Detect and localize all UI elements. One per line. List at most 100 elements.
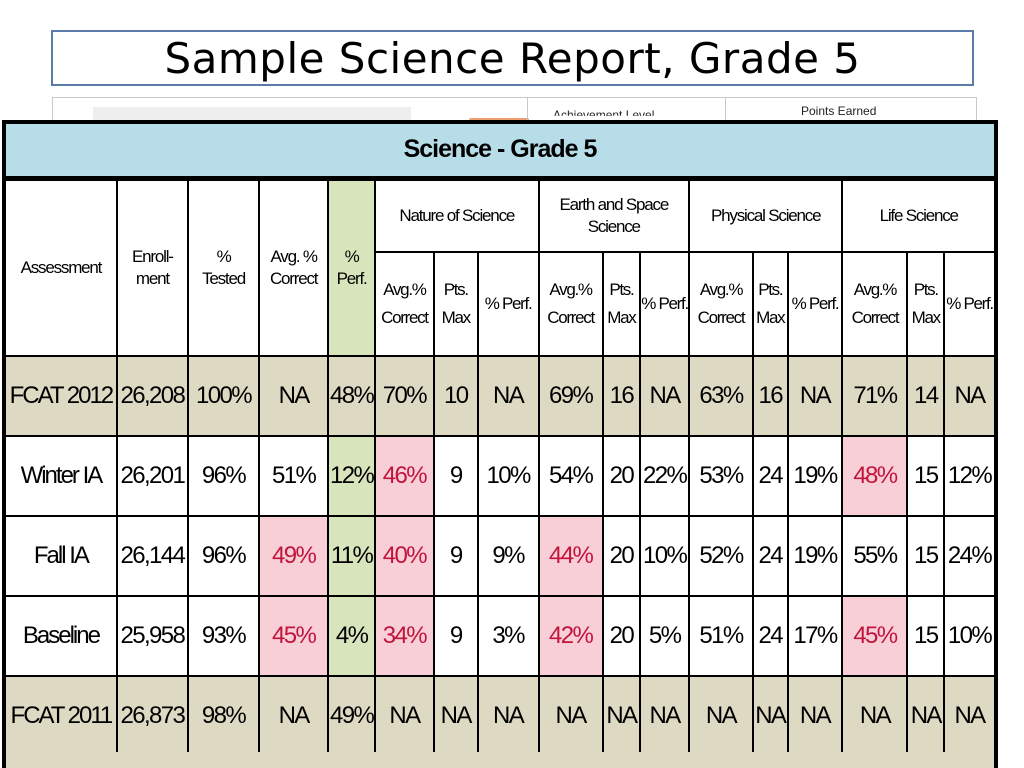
cell-perf: 49% — [327, 675, 376, 757]
cell-pts-max: 20 — [601, 515, 642, 597]
header-assessment: Assessment — [3, 177, 118, 357]
cell-pts-max: 16 — [752, 355, 789, 437]
cell-pts-max: 15 — [906, 435, 946, 517]
cell-avg-correct: 54% — [537, 435, 604, 517]
cell-pts-max: 20 — [601, 595, 642, 677]
cell-perf: 3% — [476, 595, 540, 677]
cell-enrollment: 26,144 — [115, 515, 189, 597]
cell-avg-correct: 34% — [373, 595, 435, 677]
cell-pts-max: 20 — [601, 435, 642, 517]
subheader-avg-correct: Avg.% Correct — [537, 251, 604, 357]
cell-assessment: Baseline — [3, 595, 118, 677]
subheader-pts-max: Pts. Max — [432, 251, 479, 357]
cell-pts-max: 10 — [432, 355, 479, 437]
cell-avg-correct: NA — [537, 675, 604, 757]
cell-pts-max: 24 — [752, 595, 789, 677]
cell-pts-max: NA — [601, 675, 642, 757]
cell-avg-correct: 53% — [687, 435, 755, 517]
cell-perf: 24% — [943, 515, 997, 597]
cell-enrollment: 26,201 — [115, 435, 189, 517]
cell-perf: NA — [476, 355, 540, 437]
cell-pts-max: 9 — [432, 435, 479, 517]
cell-perf: 10% — [639, 515, 690, 597]
group-life-science: Life Science — [841, 177, 997, 253]
cell-perf: 10% — [943, 595, 997, 677]
slide-title: Sample Science Report, Grade 5 — [164, 33, 861, 83]
cell-avg-correct: NA — [258, 675, 330, 757]
cell-tested: 100% — [186, 355, 261, 437]
cell-perf: 9% — [476, 515, 540, 597]
slide-title-box: Sample Science Report, Grade 5 — [51, 30, 974, 86]
cell-perf: 17% — [786, 595, 844, 677]
cell-pts-max: 24 — [752, 435, 789, 517]
cell-assessment: Fall IA — [3, 515, 118, 597]
cell-perf: NA — [943, 675, 997, 757]
cell-pts-max: 9 — [432, 595, 479, 677]
cell-avg-correct: 69% — [537, 355, 604, 437]
subheader-pts-max: Pts. Max — [601, 251, 642, 357]
cell-avg-correct: 51% — [258, 435, 330, 517]
cell-avg-correct: 51% — [687, 595, 755, 677]
cell-perf: 22% — [639, 435, 690, 517]
subheader-pts-max: Pts. Max — [906, 251, 946, 357]
subheader-perf: % Perf. — [639, 251, 690, 357]
cell-tested: 96% — [186, 515, 261, 597]
cell-perf: NA — [476, 675, 540, 757]
cell-perf: 5% — [639, 595, 690, 677]
group-earth-space-science: Earth and Space Science — [537, 177, 690, 253]
cell-perf: NA — [943, 355, 997, 437]
cell-assessment: FCAT 2012 — [3, 355, 118, 437]
subheader-avg-correct: Avg.% Correct — [687, 251, 755, 357]
cell-pts-max: 9 — [432, 515, 479, 597]
cell-avg-correct: 52% — [687, 515, 755, 597]
cell-pts-max: NA — [432, 675, 479, 757]
cell-perf: NA — [786, 675, 844, 757]
cell-avg-correct: NA — [373, 675, 435, 757]
header-perf: % Perf. — [327, 177, 376, 357]
cell-perf: NA — [639, 355, 690, 437]
cell-pts-max: 16 — [601, 355, 642, 437]
cell-pts-max: 15 — [906, 515, 946, 597]
cell-tested: 98% — [186, 675, 261, 757]
cell-pts-max: NA — [906, 675, 946, 757]
divider — [527, 98, 528, 136]
cell-perf: 48% — [327, 355, 376, 437]
next-row-strip — [2, 752, 998, 768]
cell-avg-correct: 63% — [687, 355, 755, 437]
subheader-perf: % Perf. — [786, 251, 844, 357]
cell-perf: NA — [639, 675, 690, 757]
cell-avg-correct: 42% — [537, 595, 604, 677]
points-earned-label: Points Earned — [801, 104, 877, 118]
cell-avg-correct: NA — [258, 355, 330, 437]
cell-perf: 11% — [327, 515, 376, 597]
cell-avg-correct: 71% — [841, 355, 909, 437]
table-row: FCAT 2012 26,208 100% NA 48% 70% 10 NA 69% 16 NA 63… — [3, 355, 997, 437]
cell-perf: 4% — [327, 595, 376, 677]
cell-avg-correct: 55% — [841, 515, 909, 597]
cell-pts-max: 24 — [752, 515, 789, 597]
cell-assessment: Winter IA — [3, 435, 118, 517]
cell-pts-max: 15 — [906, 595, 946, 677]
cell-avg-correct: NA — [841, 675, 909, 757]
cell-enrollment: 26,873 — [115, 675, 189, 757]
cell-perf: 19% — [786, 435, 844, 517]
cell-perf: NA — [786, 355, 844, 437]
subheader-pts-max: Pts. Max — [752, 251, 789, 357]
cell-avg-correct: 46% — [373, 435, 435, 517]
cell-perf: 12% — [943, 435, 997, 517]
cell-avg-correct: 49% — [258, 515, 330, 597]
achievement-level-label: Achievement Level — [553, 108, 655, 122]
subheader-avg-correct: Avg.% Correct — [373, 251, 435, 357]
cell-tested: 96% — [186, 435, 261, 517]
table-row: Baseline 25,958 93% 45% 4% 34% 9 3% 42% 20 5% 51% 24… — [3, 595, 997, 677]
header-avg-correct: Avg. % Correct — [258, 177, 330, 357]
header-tested: % Tested — [186, 177, 261, 357]
cell-perf: 10% — [476, 435, 540, 517]
cell-pts-max: 14 — [906, 355, 946, 437]
table-row: Winter IA 26,201 96% 51% 12% 46% 9 10% 54% 20 22% 5… — [3, 435, 997, 517]
group-physical-science: Physical Science — [687, 177, 844, 253]
subheader-avg-correct: Avg.% Correct — [841, 251, 909, 357]
cell-perf: 19% — [786, 515, 844, 597]
cell-avg-correct: NA — [687, 675, 755, 757]
subheader-perf: % Perf. — [476, 251, 540, 357]
